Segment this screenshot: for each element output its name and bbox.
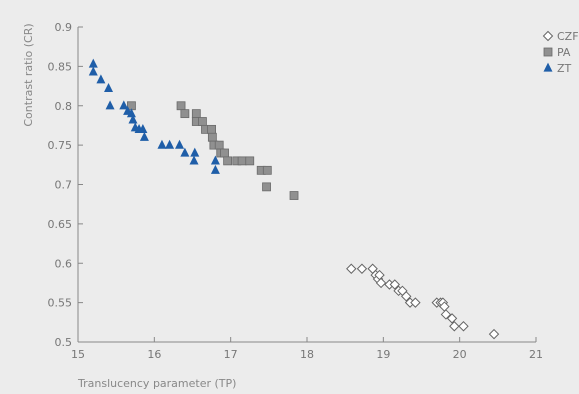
y-axis-title: Contrast ratio (CR) bbox=[22, 23, 35, 126]
point-pa bbox=[237, 156, 247, 166]
point-czf bbox=[410, 297, 421, 308]
point-pa bbox=[262, 165, 272, 175]
point-zt bbox=[210, 155, 220, 165]
point-zt bbox=[139, 131, 149, 141]
point-zt bbox=[128, 114, 138, 124]
point-zt bbox=[104, 83, 114, 93]
point-zt bbox=[180, 147, 190, 157]
point-zt bbox=[157, 139, 167, 149]
legend-marker-zt bbox=[543, 62, 553, 72]
x-axis-ticks: 15 16 17 18 19 20 21 bbox=[71, 337, 543, 361]
legend-item-zt: ZT bbox=[543, 62, 572, 75]
x-tick-label: 21 bbox=[529, 348, 543, 361]
point-czf bbox=[458, 321, 469, 332]
y-tick-label: 0.7 bbox=[55, 179, 73, 192]
y-tick-label: 0.55 bbox=[48, 297, 73, 310]
point-pa bbox=[191, 109, 201, 119]
legend-item-pa: PA bbox=[543, 46, 571, 59]
legend-marker-czf bbox=[542, 30, 554, 42]
y-tick-label: 0.9 bbox=[55, 21, 73, 34]
point-zt bbox=[190, 147, 200, 157]
legend-label-czf: CZF bbox=[557, 30, 579, 43]
legend: CZF PA ZT bbox=[542, 30, 579, 75]
x-tick-label: 16 bbox=[147, 348, 161, 361]
x-tick-label: 20 bbox=[453, 348, 467, 361]
series-czf bbox=[346, 263, 500, 340]
point-zt bbox=[105, 100, 115, 110]
point-zt bbox=[189, 155, 199, 165]
point-zt bbox=[210, 164, 220, 174]
point-czf bbox=[389, 279, 400, 290]
series-zt bbox=[88, 58, 220, 174]
y-tick-label: 0.65 bbox=[48, 218, 73, 231]
point-zt bbox=[119, 100, 129, 110]
x-tick-label: 15 bbox=[71, 348, 85, 361]
legend-item-czf: CZF bbox=[542, 30, 579, 43]
point-czf bbox=[356, 263, 368, 274]
y-tick-label: 0.8 bbox=[55, 100, 73, 113]
point-zt bbox=[96, 74, 106, 84]
legend-label-zt: ZT bbox=[557, 62, 572, 75]
point-pa bbox=[198, 117, 207, 126]
y-tick-label: 0.6 bbox=[55, 257, 73, 270]
y-tick-label: 0.85 bbox=[48, 60, 73, 73]
y-axis-ticks: 0.5 0.55 0.6 0.65 0.7 0.75 0.8 0.85 0.9 bbox=[48, 21, 83, 349]
x-axis-title: Translucency parameter (TP) bbox=[77, 377, 236, 390]
point-czf bbox=[446, 313, 458, 324]
point-pa bbox=[207, 132, 217, 142]
legend-marker-pa bbox=[543, 47, 553, 57]
point-pa bbox=[207, 124, 216, 134]
point-czf bbox=[346, 263, 357, 274]
point-czf bbox=[375, 277, 387, 289]
point-czf bbox=[401, 291, 412, 302]
point-pa bbox=[214, 140, 224, 150]
point-pa bbox=[262, 182, 271, 192]
point-zt bbox=[165, 139, 175, 149]
point-pa bbox=[245, 156, 255, 166]
point-zt bbox=[175, 139, 185, 149]
point-pa bbox=[180, 109, 190, 119]
point-czf bbox=[488, 328, 500, 340]
series-pa bbox=[127, 101, 299, 200]
point-pa bbox=[176, 101, 186, 111]
point-pa bbox=[289, 191, 299, 200]
point-pa bbox=[220, 148, 229, 158]
point-zt bbox=[88, 58, 98, 68]
chart-axes bbox=[77, 27, 536, 343]
point-zt bbox=[138, 123, 148, 133]
point-czf bbox=[440, 309, 452, 320]
x-tick-label: 19 bbox=[376, 348, 390, 361]
x-tick-label: 18 bbox=[300, 348, 314, 361]
point-zt bbox=[126, 108, 136, 118]
data-points bbox=[88, 58, 500, 340]
y-tick-label: 0.75 bbox=[48, 139, 73, 152]
y-tick-label: 0.5 bbox=[55, 336, 73, 349]
x-tick-label: 17 bbox=[224, 348, 238, 361]
point-czf bbox=[449, 321, 460, 332]
point-pa bbox=[223, 156, 233, 166]
legend-label-pa: PA bbox=[557, 46, 571, 59]
point-zt bbox=[88, 66, 98, 76]
